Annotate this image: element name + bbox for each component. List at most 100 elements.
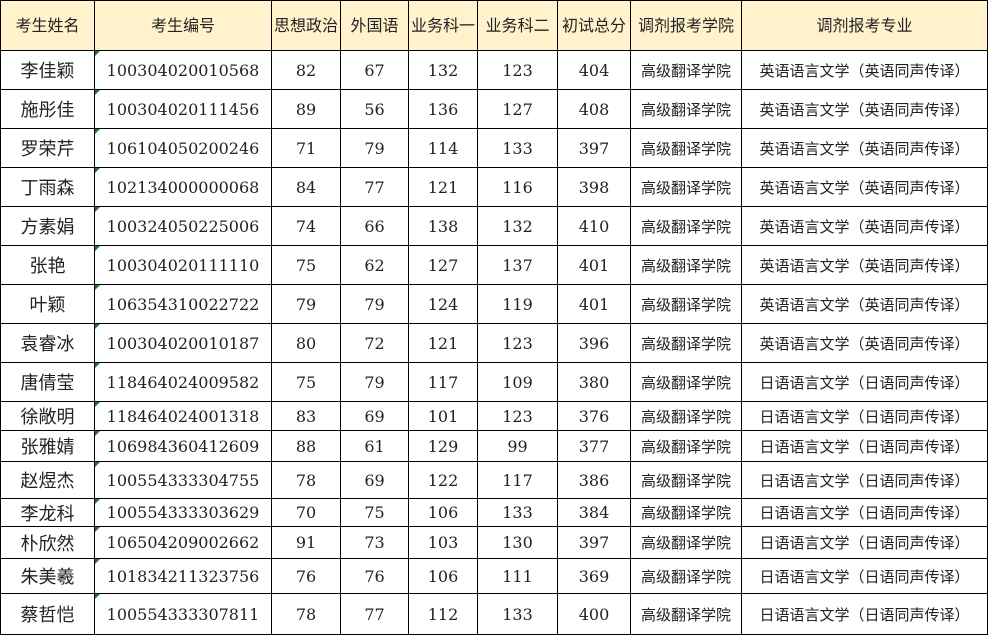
name-cell[interactable]: 唐倩莹 (0, 362, 95, 402)
politics-cell[interactable]: 75 (271, 362, 341, 402)
college-cell[interactable]: 高级翻译学院 (630, 430, 742, 462)
id-cell[interactable]: 100554333304755 (94, 461, 272, 499)
college-cell[interactable]: 高级翻译学院 (630, 128, 742, 168)
college-cell[interactable]: 高级翻译学院 (630, 362, 742, 402)
subject2-cell[interactable]: 133 (477, 128, 558, 168)
name-cell[interactable]: 叶颖 (0, 284, 95, 324)
politics-cell[interactable]: 74 (271, 206, 341, 246)
major-cell[interactable]: 英语语言文学（英语同声传译） (741, 89, 988, 129)
id-cell[interactable]: 102134000000068 (94, 167, 272, 207)
subject2-cell[interactable]: 130 (477, 526, 558, 559)
major-cell[interactable]: 日语语言文学（日语同声传译） (741, 526, 988, 559)
major-cell[interactable]: 日语语言文学（日语同声传译） (741, 430, 988, 462)
subject1-cell[interactable]: 121 (408, 167, 478, 207)
total-cell[interactable]: 369 (557, 558, 631, 594)
id-cell[interactable]: 118464024001318 (94, 401, 272, 431)
column-header[interactable]: 业务科一 (408, 0, 478, 51)
foreign-language-cell[interactable]: 72 (340, 323, 409, 363)
name-cell[interactable]: 罗荣芹 (0, 128, 95, 168)
name-cell[interactable]: 袁睿冰 (0, 323, 95, 363)
foreign-language-cell[interactable]: 56 (340, 89, 409, 129)
subject2-cell[interactable]: 99 (477, 430, 558, 462)
id-cell[interactable]: 118464024009582 (94, 362, 272, 402)
college-cell[interactable]: 高级翻译学院 (630, 245, 742, 285)
name-cell[interactable]: 施彤佳 (0, 89, 95, 129)
subject1-cell[interactable]: 112 (408, 593, 478, 635)
total-cell[interactable]: 401 (557, 284, 631, 324)
college-cell[interactable]: 高级翻译学院 (630, 558, 742, 594)
subject1-cell[interactable]: 117 (408, 362, 478, 402)
id-cell[interactable]: 106504209002662 (94, 526, 272, 559)
foreign-language-cell[interactable]: 76 (340, 558, 409, 594)
subject2-cell[interactable]: 119 (477, 284, 558, 324)
subject1-cell[interactable]: 124 (408, 284, 478, 324)
politics-cell[interactable]: 79 (271, 284, 341, 324)
foreign-language-cell[interactable]: 79 (340, 362, 409, 402)
column-header[interactable]: 考生编号 (94, 0, 272, 51)
major-cell[interactable]: 日语语言文学（日语同声传译） (741, 498, 988, 527)
id-cell[interactable]: 100304020010568 (94, 50, 272, 90)
major-cell[interactable]: 英语语言文学（英语同声传译） (741, 284, 988, 324)
major-cell[interactable]: 英语语言文学（英语同声传译） (741, 50, 988, 90)
id-cell[interactable]: 100554333307811 (94, 593, 272, 635)
column-header[interactable]: 业务科二 (477, 0, 558, 51)
id-cell[interactable]: 106354310022722 (94, 284, 272, 324)
total-cell[interactable]: 408 (557, 89, 631, 129)
politics-cell[interactable]: 70 (271, 498, 341, 527)
subject2-cell[interactable]: 132 (477, 206, 558, 246)
column-header[interactable]: 外国语 (340, 0, 409, 51)
subject2-cell[interactable]: 109 (477, 362, 558, 402)
major-cell[interactable]: 日语语言文学（日语同声传译） (741, 593, 988, 635)
politics-cell[interactable]: 82 (271, 50, 341, 90)
foreign-language-cell[interactable]: 77 (340, 167, 409, 207)
politics-cell[interactable]: 75 (271, 245, 341, 285)
name-cell[interactable]: 朱美羲 (0, 558, 95, 594)
total-cell[interactable]: 396 (557, 323, 631, 363)
total-cell[interactable]: 397 (557, 526, 631, 559)
name-cell[interactable]: 张雅婧 (0, 430, 95, 462)
politics-cell[interactable]: 78 (271, 461, 341, 499)
id-cell[interactable]: 100304020111456 (94, 89, 272, 129)
politics-cell[interactable]: 83 (271, 401, 341, 431)
name-cell[interactable]: 蔡哲恺 (0, 593, 95, 635)
column-header[interactable]: 调剂报考学院 (630, 0, 742, 51)
id-cell[interactable]: 106984360412609 (94, 430, 272, 462)
id-cell[interactable]: 100324050225006 (94, 206, 272, 246)
college-cell[interactable]: 高级翻译学院 (630, 167, 742, 207)
subject2-cell[interactable]: 123 (477, 50, 558, 90)
politics-cell[interactable]: 89 (271, 89, 341, 129)
subject2-cell[interactable]: 111 (477, 558, 558, 594)
subject1-cell[interactable]: 114 (408, 128, 478, 168)
major-cell[interactable]: 英语语言文学（英语同声传译） (741, 245, 988, 285)
subject2-cell[interactable]: 123 (477, 323, 558, 363)
foreign-language-cell[interactable]: 73 (340, 526, 409, 559)
politics-cell[interactable]: 88 (271, 430, 341, 462)
foreign-language-cell[interactable]: 67 (340, 50, 409, 90)
subject2-cell[interactable]: 127 (477, 89, 558, 129)
subject1-cell[interactable]: 127 (408, 245, 478, 285)
subject1-cell[interactable]: 103 (408, 526, 478, 559)
subject1-cell[interactable]: 121 (408, 323, 478, 363)
subject2-cell[interactable]: 133 (477, 498, 558, 527)
major-cell[interactable]: 英语语言文学（英语同声传译） (741, 128, 988, 168)
subject1-cell[interactable]: 136 (408, 89, 478, 129)
major-cell[interactable]: 日语语言文学（日语同声传译） (741, 558, 988, 594)
subject1-cell[interactable]: 101 (408, 401, 478, 431)
name-cell[interactable]: 丁雨森 (0, 167, 95, 207)
column-header[interactable]: 思想政治 (271, 0, 341, 51)
foreign-language-cell[interactable]: 69 (340, 461, 409, 499)
name-cell[interactable]: 朴欣然 (0, 526, 95, 559)
total-cell[interactable]: 404 (557, 50, 631, 90)
major-cell[interactable]: 英语语言文学（英语同声传译） (741, 323, 988, 363)
id-cell[interactable]: 100304020010187 (94, 323, 272, 363)
foreign-language-cell[interactable]: 79 (340, 128, 409, 168)
id-cell[interactable]: 100554333303629 (94, 498, 272, 527)
major-cell[interactable]: 日语语言文学（日语同声传译） (741, 362, 988, 402)
subject2-cell[interactable]: 117 (477, 461, 558, 499)
total-cell[interactable]: 400 (557, 593, 631, 635)
total-cell[interactable]: 376 (557, 401, 631, 431)
major-cell[interactable]: 英语语言文学（英语同声传译） (741, 206, 988, 246)
college-cell[interactable]: 高级翻译学院 (630, 323, 742, 363)
name-cell[interactable]: 方素娟 (0, 206, 95, 246)
college-cell[interactable]: 高级翻译学院 (630, 50, 742, 90)
